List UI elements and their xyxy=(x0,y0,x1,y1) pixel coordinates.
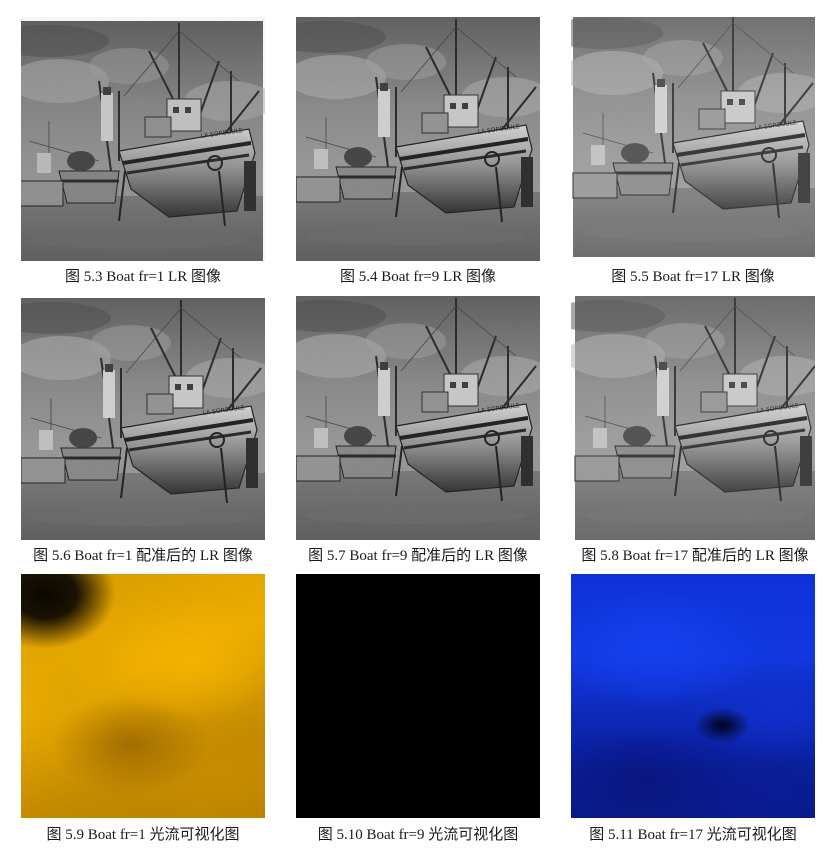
figure-5-5-image xyxy=(571,17,815,261)
figure-5-8-image xyxy=(571,296,815,540)
figure-5-5-caption: 图 5.5 Boat fr=17 LR 图像 xyxy=(611,269,775,285)
figure-5-8-caption: 图 5.8 Boat fr=17 配准后的 LR 图像 xyxy=(581,548,809,564)
figure-5-9-flow-image xyxy=(21,574,265,818)
boat-photo xyxy=(21,296,265,540)
figure-5-9-caption: 图 5.9 Boat fr=1 光流可视化图 xyxy=(46,827,240,843)
figure-5-6-image xyxy=(21,296,265,540)
boat-photo xyxy=(296,296,540,540)
figure-5-7-image xyxy=(296,296,540,540)
boat-photo xyxy=(571,17,815,261)
figure-5-3-caption: 图 5.3 Boat fr=1 LR 图像 xyxy=(65,269,221,285)
figure-5-11-caption: 图 5.11 Boat fr=17 光流可视化图 xyxy=(589,827,797,843)
figure-5-4-image xyxy=(296,17,540,261)
figure-5-6-caption: 图 5.6 Boat fr=1 配准后的 LR 图像 xyxy=(33,548,253,564)
boat-photo xyxy=(571,296,815,540)
figure-5-11-flow-image xyxy=(571,574,815,818)
figure-5-7-caption: 图 5.7 Boat fr=9 配准后的 LR 图像 xyxy=(308,548,528,564)
boat-photo xyxy=(296,17,540,261)
figure-5-4-caption: 图 5.4 Boat fr=9 LR 图像 xyxy=(340,269,496,285)
figure-5-10-caption: 图 5.10 Boat fr=9 光流可视化图 xyxy=(317,827,519,843)
figure-5-10-flow-image xyxy=(296,574,540,818)
figure-5-3-image xyxy=(21,17,265,261)
boat-photo xyxy=(21,17,265,261)
